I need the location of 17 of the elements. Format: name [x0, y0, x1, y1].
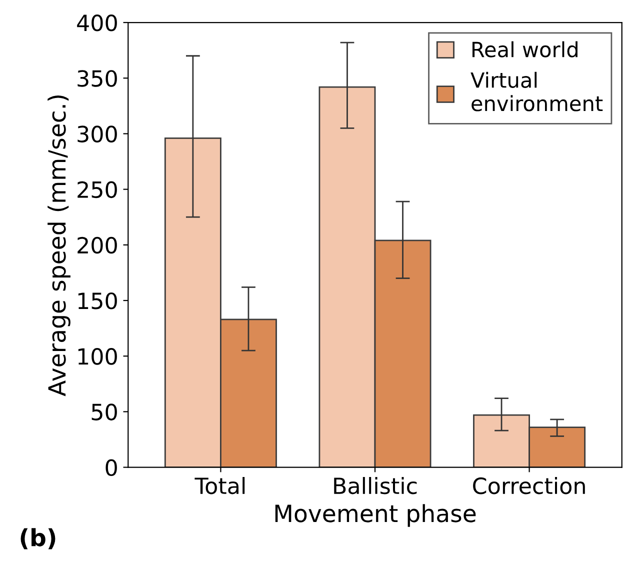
y-tick-label: 300: [78, 126, 117, 142]
x-tick-label: Total: [194, 477, 245, 494]
y-tick-label: 400: [77, 14, 117, 32]
y-tick-label: 0: [106, 459, 117, 476]
y-tick-label: 200: [78, 236, 117, 254]
legend-label: Virtual environment: [470, 72, 603, 112]
y-tick-label: 350: [78, 70, 117, 87]
x-tick-label: Ballistic: [334, 477, 417, 494]
y-tick-label: 250: [78, 181, 117, 198]
y-tick-label: 100: [78, 348, 117, 365]
y-axis-title: Average speed (mm/sec.): [48, 95, 70, 396]
text: (b): [20, 528, 56, 550]
x-axis-title: Movement phase: [275, 504, 476, 527]
y-tick-label: 50: [92, 404, 117, 420]
legend-label: Real world: [472, 41, 578, 58]
y-tick-label: 150: [78, 292, 117, 310]
x-tick-label: Correction: [473, 477, 585, 494]
